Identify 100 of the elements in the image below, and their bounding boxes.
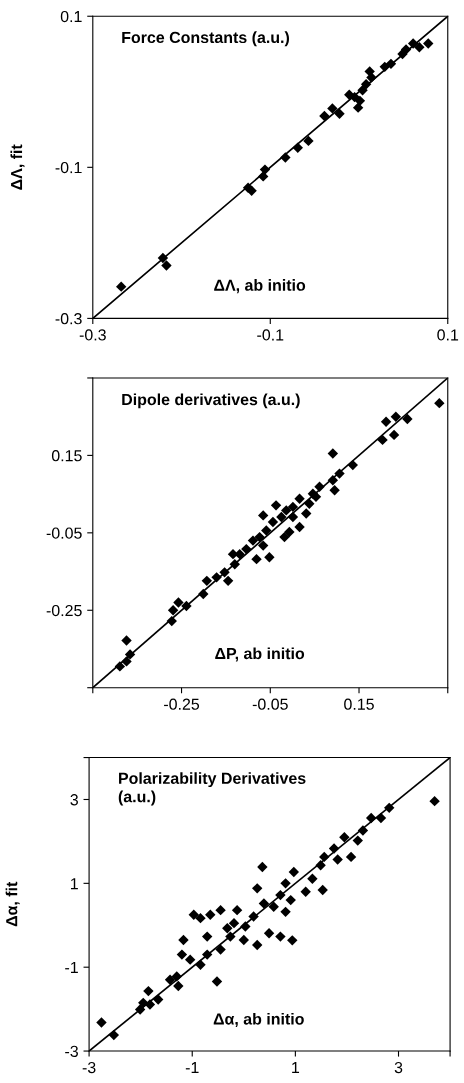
point (366, 72, 377, 83)
point (380, 416, 392, 427)
point (268, 901, 279, 913)
x-tick-label: 0.15 (344, 698, 374, 710)
point (261, 525, 272, 536)
point (219, 567, 230, 578)
point (304, 498, 315, 509)
x-axis-title: Δα, ab initio (213, 1012, 304, 1027)
point (287, 511, 299, 523)
point (215, 904, 226, 916)
point (96, 1017, 107, 1028)
point (246, 185, 257, 196)
point (205, 909, 216, 920)
point (181, 600, 192, 612)
x-tick-label: -1 (185, 1062, 199, 1074)
x-tick-label: -0.05 (252, 698, 288, 710)
point (314, 481, 325, 492)
y-tick-label: -0.25 (46, 604, 82, 617)
point (215, 944, 226, 955)
point (423, 38, 434, 49)
point (157, 252, 169, 264)
point (280, 878, 291, 889)
point (252, 939, 263, 951)
point (228, 917, 240, 929)
point (276, 511, 287, 523)
point (327, 474, 339, 486)
point (257, 540, 269, 551)
point (259, 164, 271, 175)
point (173, 980, 184, 992)
point (294, 521, 305, 533)
x-tick-label: 0.1 (437, 329, 459, 341)
point (248, 911, 259, 922)
point (152, 994, 164, 1005)
point (240, 921, 251, 932)
point (334, 468, 345, 479)
point (222, 575, 234, 587)
point (327, 103, 338, 114)
point (288, 866, 300, 878)
point (365, 812, 377, 824)
point (279, 531, 290, 543)
point (251, 553, 262, 565)
y-tick-label: -0.05 (46, 527, 82, 539)
point (222, 923, 233, 934)
text: Force Constants (a.u.) (122, 31, 290, 47)
point (138, 997, 149, 1009)
point (267, 516, 279, 528)
point (429, 795, 440, 807)
point (201, 931, 213, 942)
point (184, 954, 196, 965)
point (257, 510, 269, 521)
point (252, 883, 263, 894)
point (178, 934, 189, 946)
point (354, 95, 366, 107)
point (173, 597, 184, 608)
point (124, 649, 136, 660)
y-tick-label: 0.1 (60, 10, 82, 23)
point (161, 260, 172, 271)
y-tick-label: -0.1 (55, 161, 82, 174)
point (402, 413, 413, 425)
x-axis-title: ΔP, ab initio (215, 647, 305, 662)
point (238, 934, 249, 946)
point (254, 531, 265, 543)
x-tick-label: -3 (82, 1061, 96, 1074)
x-tick-label: -0.25 (164, 698, 200, 710)
point (270, 500, 282, 511)
point (345, 851, 357, 863)
point (280, 152, 291, 163)
y-tick-label: -1 (65, 962, 78, 973)
point (176, 949, 188, 960)
point (167, 605, 179, 616)
x-tick-label: -0.3 (79, 329, 106, 341)
point (241, 543, 252, 555)
point (284, 526, 295, 538)
point (375, 812, 387, 824)
point (357, 825, 369, 836)
point (319, 110, 330, 122)
point (195, 959, 206, 970)
x-tick-label: -0.1 (257, 329, 284, 341)
point (201, 949, 213, 960)
point (317, 884, 328, 896)
text: Dipole derivatives (a.u.) (122, 393, 300, 409)
point (303, 135, 314, 147)
y-tick-label: -0.3 (55, 313, 82, 325)
point (275, 889, 286, 901)
point (114, 661, 126, 672)
point (164, 974, 176, 985)
point (257, 861, 268, 873)
y-axis-title: Δα, fit (5, 881, 20, 927)
point (300, 886, 311, 897)
point (134, 1004, 146, 1015)
point (327, 448, 339, 459)
point (352, 835, 363, 846)
point (211, 572, 222, 583)
point (195, 912, 206, 924)
point (188, 909, 199, 920)
point (201, 575, 213, 587)
point (388, 429, 400, 441)
point (414, 42, 425, 53)
point (319, 851, 330, 863)
point (285, 894, 296, 906)
